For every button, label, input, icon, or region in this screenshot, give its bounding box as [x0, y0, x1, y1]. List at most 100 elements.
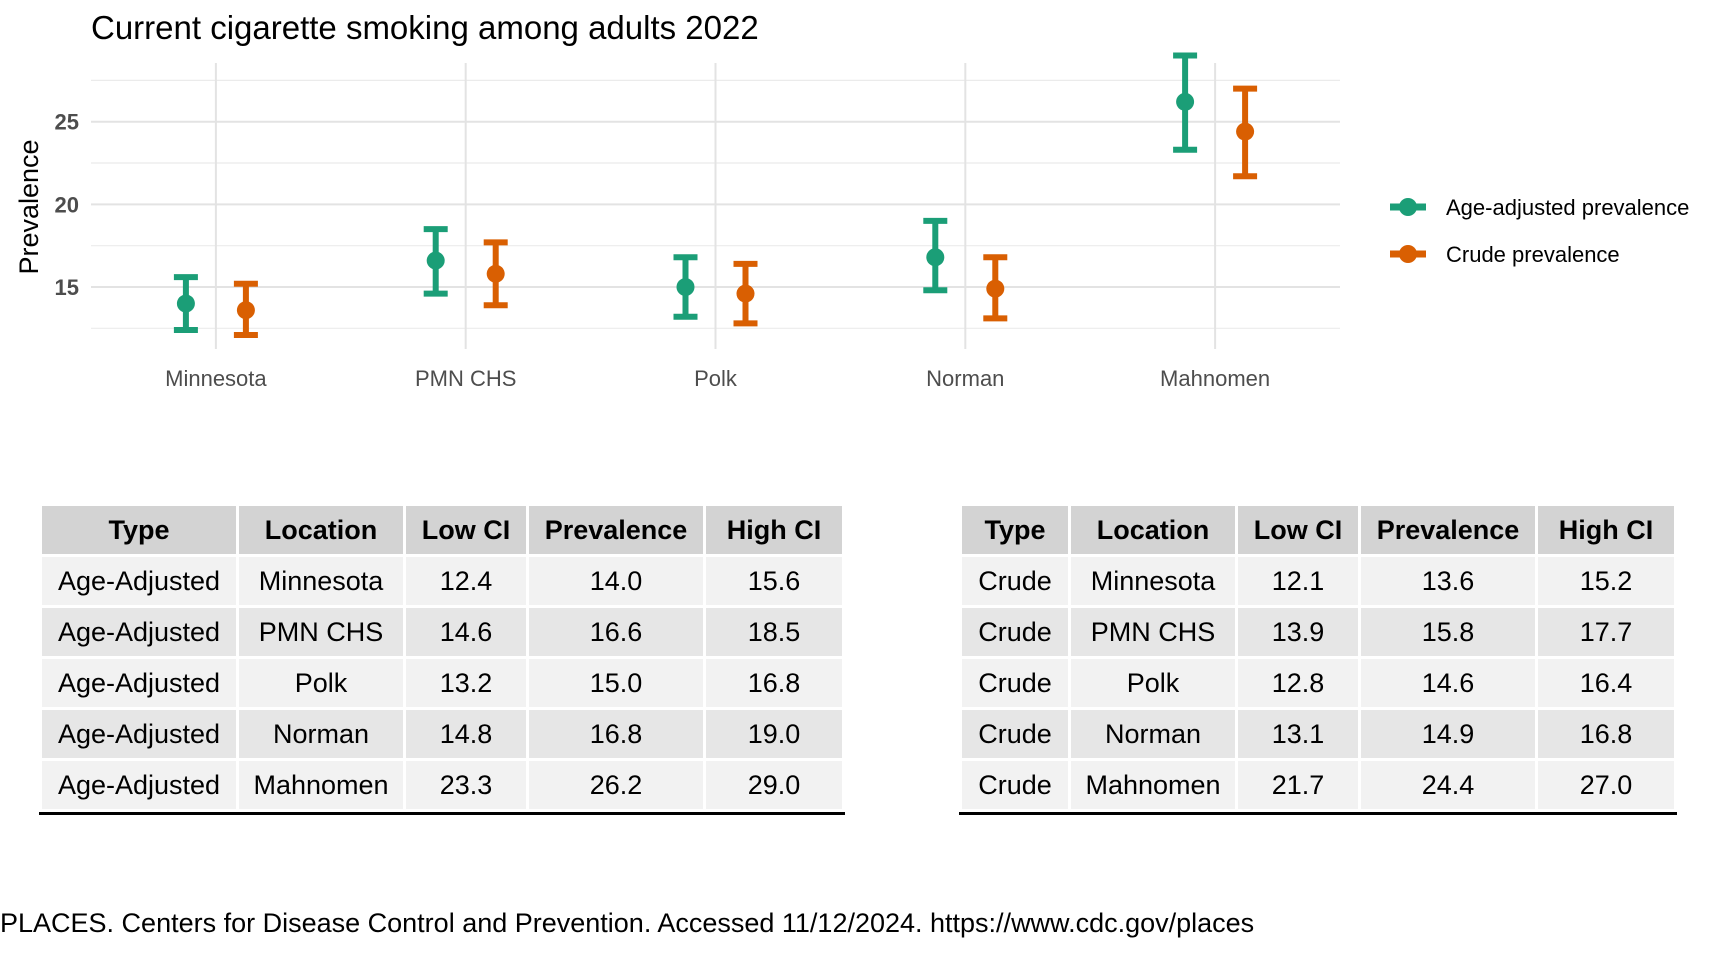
table-cell: Mahnomen — [239, 761, 403, 809]
source-note: PLACES. Centers for Disease Control and … — [0, 908, 1255, 938]
column-header: High CI — [1538, 506, 1674, 554]
table-cell: 19.0 — [706, 710, 842, 758]
legend-label: Age-adjusted prevalence — [1446, 195, 1689, 220]
table-row: Age-Adjusted Polk 13.2 15.0 16.8 — [42, 659, 842, 707]
table-cell: 15.6 — [706, 557, 842, 605]
data-point — [986, 279, 1005, 298]
table-cell: 13.1 — [1238, 710, 1358, 758]
table-header-row: Type Location Low CI Prevalence High CI — [962, 506, 1674, 554]
y-tick-label: 20 — [55, 192, 79, 217]
x-tick-label: Polk — [694, 366, 738, 391]
table-cell: Crude — [962, 659, 1068, 707]
table-cell: 16.8 — [1538, 710, 1674, 758]
table-cell: 14.0 — [529, 557, 703, 605]
x-axis-ticks: Minnesota PMN CHS Polk Norman Mahnomen — [165, 366, 1270, 391]
data-point — [1176, 92, 1195, 111]
table-cell: Polk — [239, 659, 403, 707]
table-cell: 12.8 — [1238, 659, 1358, 707]
column-header: Low CI — [1238, 506, 1358, 554]
table-cell: Crude — [962, 710, 1068, 758]
legend-key-point — [1399, 198, 1417, 216]
x-tick-label: Mahnomen — [1160, 366, 1270, 391]
data-point — [926, 248, 945, 267]
table-row: Crude Mahnomen 21.7 24.4 27.0 — [962, 761, 1674, 809]
table-cell: 15.8 — [1361, 608, 1535, 656]
age-adjusted-table: Type Location Low CI Prevalence High CI Age-… — [39, 503, 845, 815]
chart-title: Current cigarette smoking among adults 2… — [91, 9, 759, 46]
column-header: Type — [962, 506, 1068, 554]
data-point — [176, 294, 195, 313]
error-bar — [1233, 85, 1258, 180]
data-point — [1236, 122, 1255, 141]
data-point — [736, 284, 755, 303]
table-cell: Age-Adjusted — [42, 557, 236, 605]
x-tick-label: PMN CHS — [415, 366, 516, 391]
table-cell: Minnesota — [1071, 557, 1235, 605]
column-header: Prevalence — [1361, 506, 1535, 554]
table-cell: 15.0 — [529, 659, 703, 707]
x-tick-label: Norman — [926, 366, 1004, 391]
table-cell: 27.0 — [1538, 761, 1674, 809]
table-row: Crude Minnesota 12.1 13.6 15.2 — [962, 557, 1674, 605]
error-bar — [483, 239, 508, 309]
table-cell: 12.4 — [406, 557, 526, 605]
table-cell: Crude — [962, 557, 1068, 605]
table-cell: Minnesota — [239, 557, 403, 605]
legend-key-point — [1399, 245, 1417, 263]
data-point — [486, 264, 505, 283]
crude-table: Type Location Low CI Prevalence High CI Crud… — [959, 503, 1677, 815]
table-cell: 16.8 — [529, 710, 703, 758]
data-point — [236, 301, 255, 320]
error-bar — [983, 254, 1008, 322]
y-tick-label: 25 — [55, 110, 79, 135]
table-cell: 13.6 — [1361, 557, 1535, 605]
table-cell: PMN CHS — [239, 608, 403, 656]
grid-lines — [91, 63, 1340, 349]
column-header: Location — [1071, 506, 1235, 554]
table-cell: Age-Adjusted — [42, 761, 236, 809]
table-cell: Mahnomen — [1071, 761, 1235, 809]
table-cell: Age-Adjusted — [42, 710, 236, 758]
column-header: Location — [239, 506, 403, 554]
error-bar — [733, 260, 758, 327]
data-point — [426, 251, 445, 270]
table-cell: 13.9 — [1238, 608, 1358, 656]
table-cell: Crude — [962, 761, 1068, 809]
legend-label: Crude prevalence — [1446, 242, 1620, 267]
column-header: Type — [42, 506, 236, 554]
error-bar — [923, 217, 948, 294]
table-cell: 24.4 — [1361, 761, 1535, 809]
legend: Age-adjusted prevalence Crude prevalence — [1390, 195, 1689, 267]
table-cell: Age-Adjusted — [42, 608, 236, 656]
table-cell: 18.5 — [706, 608, 842, 656]
table-cell: 23.3 — [406, 761, 526, 809]
table-cell: PMN CHS — [1071, 608, 1235, 656]
legend-item: Age-adjusted prevalence — [1390, 195, 1689, 220]
table-cell: 15.2 — [1538, 557, 1674, 605]
table-cell: Crude — [962, 608, 1068, 656]
y-axis-label: Prevalence — [14, 139, 44, 274]
error-bar — [423, 226, 448, 297]
table-cell: 16.4 — [1538, 659, 1674, 707]
table-cell: 14.6 — [406, 608, 526, 656]
x-tick-label: Minnesota — [165, 366, 267, 391]
data-point — [676, 278, 695, 297]
table-cell: Norman — [1071, 710, 1235, 758]
table-cell: 13.2 — [406, 659, 526, 707]
table-header-row: Type Location Low CI Prevalence High CI — [42, 506, 842, 554]
table-cell: 16.8 — [706, 659, 842, 707]
table-row: Age-Adjusted Mahnomen 23.3 26.2 29.0 — [42, 761, 842, 809]
column-header: High CI — [706, 506, 842, 554]
table-cell: 14.6 — [1361, 659, 1535, 707]
error-bar — [673, 254, 698, 320]
table-cell: 29.0 — [706, 761, 842, 809]
table-cell: 16.6 — [529, 608, 703, 656]
y-axis-ticks: 15 20 25 — [55, 110, 79, 300]
table-cell: 21.7 — [1238, 761, 1358, 809]
table-row: Age-Adjusted Minnesota 12.4 14.0 15.6 — [42, 557, 842, 605]
table-cell: 17.7 — [1538, 608, 1674, 656]
error-bar-marks — [173, 52, 1258, 338]
table-cell: 14.9 — [1361, 710, 1535, 758]
y-tick-label: 15 — [55, 275, 79, 300]
error-bar — [233, 280, 258, 338]
